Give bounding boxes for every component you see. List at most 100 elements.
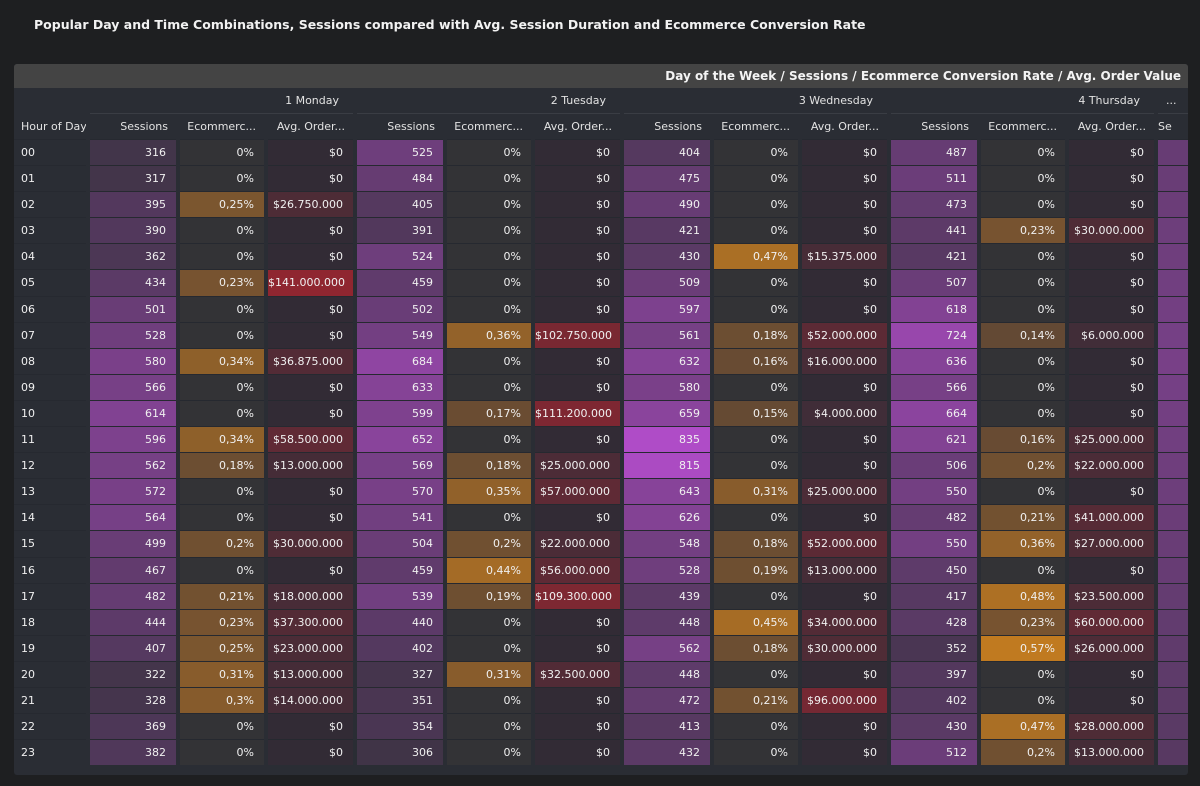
sessions-cell: 459 bbox=[357, 269, 443, 296]
avg-order-value-cell: $0 bbox=[268, 165, 353, 192]
conversion-rate-cell: 0,23% bbox=[180, 608, 264, 635]
conversion-rate-cell: 0% bbox=[180, 217, 264, 244]
conversion-rate-cell: 0% bbox=[714, 217, 798, 244]
conversion-rate-cell: 0,34% bbox=[180, 426, 264, 453]
avg-order-value-cell: $0 bbox=[1069, 660, 1154, 687]
hour-label: 16 bbox=[14, 556, 86, 583]
avg-order-value-cell: $41.000.000 bbox=[1069, 504, 1154, 531]
avg-order-value-cell: $0 bbox=[802, 582, 887, 609]
sessions-cell: 487 bbox=[891, 139, 977, 166]
conversion-rate-cell: 0,45% bbox=[714, 608, 798, 635]
more-columns-indicator[interactable]: ... bbox=[1158, 88, 1188, 114]
sessions-column-header[interactable]: Se bbox=[1158, 120, 1172, 133]
conversion-rate-column-header[interactable]: Ecommerc... bbox=[988, 120, 1057, 133]
sessions-cell: 484 bbox=[357, 165, 443, 192]
sessions-cell-partial bbox=[1158, 426, 1188, 453]
conversion-rate-cell: 0,23% bbox=[981, 608, 1065, 635]
page-title: Popular Day and Time Combinations, Sessi… bbox=[34, 17, 866, 32]
sessions-cell: 352 bbox=[891, 634, 977, 661]
corner-cell bbox=[14, 88, 86, 113]
conversion-rate-cell: 0% bbox=[714, 582, 798, 609]
avg-order-value-cell: $26.750.000 bbox=[268, 191, 353, 218]
avg-order-value-cell: $0 bbox=[1069, 295, 1154, 322]
avg-order-value-cell: $25.000.000 bbox=[802, 478, 887, 505]
conversion-rate-cell: 0% bbox=[981, 165, 1065, 192]
avg-order-value-cell: $109.300.000 bbox=[535, 582, 620, 609]
avg-order-value-cell: $23.500.000 bbox=[1069, 582, 1154, 609]
avg-order-value-cell: $0 bbox=[535, 243, 620, 270]
avg-order-value-cell: $0 bbox=[535, 504, 620, 531]
hour-label: 08 bbox=[14, 347, 86, 374]
conversion-rate-cell: 0% bbox=[180, 399, 264, 427]
avg-order-value-cell: $0 bbox=[802, 191, 887, 218]
sessions-cell: 434 bbox=[90, 269, 176, 296]
avg-order-value-cell: $0 bbox=[535, 739, 620, 766]
conversion-rate-cell: 0% bbox=[981, 478, 1065, 505]
sessions-cell: 507 bbox=[891, 269, 977, 296]
avg-order-value-cell: $0 bbox=[535, 191, 620, 218]
sessions-cell: 550 bbox=[891, 478, 977, 505]
sessions-cell: 572 bbox=[90, 478, 176, 505]
conversion-rate-cell: 0,31% bbox=[447, 660, 531, 687]
avg-order-value-cell: $52.000.000 bbox=[802, 530, 887, 557]
avg-order-value-column-header[interactable]: Avg. Order... bbox=[543, 120, 612, 133]
avg-order-value-cell: $0 bbox=[1069, 139, 1154, 166]
avg-order-value-cell: $16.000.000 bbox=[802, 347, 887, 374]
sessions-cell: 562 bbox=[90, 452, 176, 479]
sessions-column-header[interactable]: Sessions bbox=[654, 120, 702, 133]
sessions-cell: 621 bbox=[891, 426, 977, 453]
conversion-rate-cell: 0% bbox=[714, 191, 798, 218]
conversion-rate-cell: 0,18% bbox=[714, 634, 798, 661]
avg-order-value-cell: $32.500.000 bbox=[535, 660, 620, 687]
hour-label: 12 bbox=[14, 452, 86, 479]
sessions-cell: 482 bbox=[891, 504, 977, 531]
sessions-cell: 417 bbox=[891, 582, 977, 609]
conversion-rate-cell: 0,18% bbox=[714, 530, 798, 557]
sessions-cell: 580 bbox=[624, 373, 710, 400]
avg-order-value-cell: $0 bbox=[1069, 243, 1154, 270]
conversion-rate-cell: 0% bbox=[447, 739, 531, 766]
conversion-rate-cell: 0% bbox=[180, 504, 264, 531]
conversion-rate-cell: 0% bbox=[981, 139, 1065, 166]
conversion-rate-column-header[interactable]: Ecommerc... bbox=[454, 120, 523, 133]
sessions-cell: 405 bbox=[357, 191, 443, 218]
sessions-column-header[interactable]: Sessions bbox=[120, 120, 168, 133]
conversion-rate-cell: 0,23% bbox=[180, 269, 264, 296]
avg-order-value-cell: $15.375.000 bbox=[802, 243, 887, 270]
conversion-rate-cell: 0% bbox=[180, 739, 264, 766]
conversion-rate-cell: 0% bbox=[714, 139, 798, 166]
conversion-rate-cell: 0% bbox=[447, 426, 531, 453]
hour-label: 01 bbox=[14, 165, 86, 192]
conversion-rate-cell: 0,47% bbox=[714, 243, 798, 270]
sessions-cell: 636 bbox=[891, 347, 977, 374]
conversion-rate-cell: 0% bbox=[714, 373, 798, 400]
avg-order-value-cell: $18.000.000 bbox=[268, 582, 353, 609]
conversion-rate-cell: 0,31% bbox=[180, 660, 264, 687]
avg-order-value-column-header[interactable]: Avg. Order... bbox=[1077, 120, 1146, 133]
sessions-cell: 402 bbox=[357, 634, 443, 661]
sessions-cell: 430 bbox=[624, 243, 710, 270]
avg-order-value-cell: $27.000.000 bbox=[1069, 530, 1154, 557]
sessions-column-header[interactable]: Sessions bbox=[387, 120, 435, 133]
sessions-cell: 404 bbox=[624, 139, 710, 166]
conversion-rate-cell: 0% bbox=[180, 165, 264, 192]
avg-order-value-cell: $0 bbox=[268, 713, 353, 740]
avg-order-value-cell: $0 bbox=[268, 504, 353, 531]
avg-order-value-cell: $13.000.000 bbox=[1069, 739, 1154, 766]
conversion-rate-column-header[interactable]: Ecommerc... bbox=[721, 120, 790, 133]
conversion-rate-column-header[interactable]: Ecommerc... bbox=[187, 120, 256, 133]
avg-order-value-cell: $0 bbox=[1069, 556, 1154, 583]
avg-order-value-cell: $36.875.000 bbox=[268, 347, 353, 374]
sessions-cell-partial bbox=[1158, 139, 1188, 166]
sessions-cell: 432 bbox=[624, 739, 710, 766]
sessions-cell-partial bbox=[1158, 243, 1188, 270]
avg-order-value-column-header[interactable]: Avg. Order... bbox=[810, 120, 879, 133]
sessions-column-header[interactable]: Sessions bbox=[921, 120, 969, 133]
conversion-rate-cell: 0,18% bbox=[714, 321, 798, 348]
avg-order-value-column-header[interactable]: Avg. Order... bbox=[276, 120, 345, 133]
conversion-rate-cell: 0,2% bbox=[981, 452, 1065, 479]
hour-label: 07 bbox=[14, 321, 86, 348]
conversion-rate-cell: 0% bbox=[447, 191, 531, 218]
avg-order-value-cell: $0 bbox=[802, 452, 887, 479]
conversion-rate-cell: 0,2% bbox=[981, 739, 1065, 766]
